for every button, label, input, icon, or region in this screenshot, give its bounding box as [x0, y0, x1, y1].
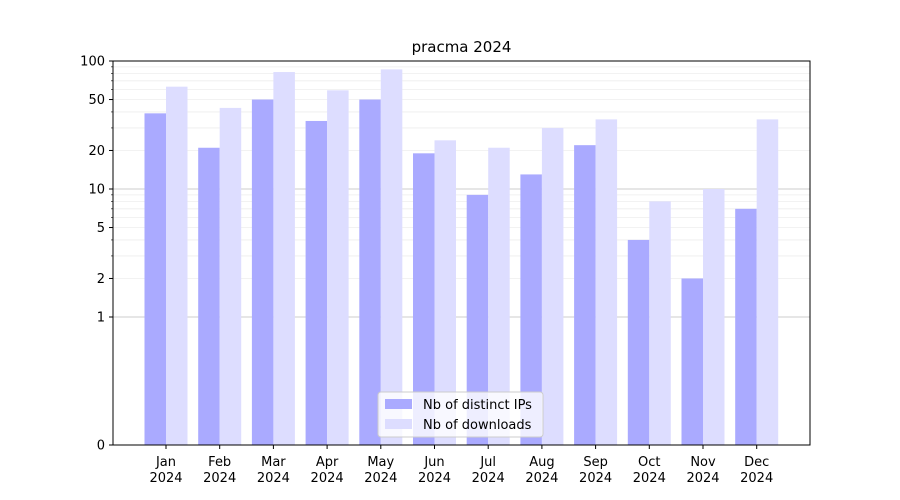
bar-distinct-ips-mar: [251, 99, 274, 446]
x-tick-label-year: 2024: [525, 471, 558, 486]
x-tick-label-year: 2024: [203, 471, 236, 486]
x-tick-label-month: Dec: [744, 455, 769, 470]
y-tick-label: 20: [88, 144, 105, 159]
bar-downloads-aug: [541, 127, 564, 446]
bar-distinct-ips-oct: [627, 239, 650, 445]
y-tick-label: 1: [97, 311, 105, 326]
x-tick-label-month: May: [367, 455, 394, 470]
bar-downloads-jun: [434, 140, 456, 446]
x-tick-label-year: 2024: [149, 471, 182, 486]
bar-downloads-jan: [166, 86, 188, 445]
bar-distinct-ips-apr: [305, 120, 328, 445]
x-tick-label-month: Sep: [583, 455, 608, 470]
bars-layer: [144, 69, 779, 446]
bar-distinct-ips-jun: [413, 153, 435, 446]
x-tick-label-year: 2024: [311, 471, 344, 486]
bar-distinct-ips-feb: [198, 147, 220, 446]
x-tick-label-year: 2024: [472, 471, 505, 486]
bar-downloads-nov: [703, 189, 725, 445]
x-tick-label-month: Apr: [316, 455, 339, 470]
legend-label: Nb of downloads: [423, 418, 532, 433]
y-tick-label: 0: [97, 439, 105, 454]
x-tick-label-year: 2024: [364, 471, 397, 486]
y-tick-label: 100: [80, 55, 105, 70]
bar-distinct-ips-jul: [466, 194, 489, 445]
x-tick-label-month: Jun: [423, 455, 444, 470]
y-tick-label: 2: [97, 272, 105, 287]
x-tick-label-year: 2024: [257, 471, 290, 486]
legend-swatch: [385, 399, 412, 409]
x-tick-label-year: 2024: [740, 471, 773, 486]
bar-downloads-apr: [327, 90, 349, 446]
bar-downloads-sep: [595, 119, 618, 446]
chart-title: pracma 2024: [412, 38, 512, 56]
y-tick-label: 5: [97, 221, 105, 236]
bar-distinct-ips-aug: [520, 174, 542, 445]
x-tick-label-month: Mar: [261, 455, 286, 470]
bar-distinct-ips-jan: [144, 113, 166, 446]
y-tick-label: 10: [88, 183, 105, 198]
plot-frame: [112, 60, 811, 446]
axes-layer: 0125102050100Jan2024Feb2024Mar2024Apr202…: [80, 55, 811, 486]
bar-downloads-feb: [219, 107, 242, 445]
bar-distinct-ips-dec: [735, 208, 757, 445]
y-tick-label: 50: [88, 93, 105, 108]
bar-distinct-ips-sep: [574, 145, 596, 445]
bar-downloads-jul: [488, 147, 510, 446]
x-tick-label-year: 2024: [418, 471, 451, 486]
legend-swatch: [385, 419, 412, 429]
x-tick-label-month: Jan: [155, 455, 176, 470]
bar-downloads-mar: [273, 72, 295, 445]
x-tick-label-month: Aug: [529, 455, 554, 470]
x-tick-label-month: Nov: [690, 455, 716, 470]
x-tick-label-month: Oct: [638, 455, 660, 470]
bar-distinct-ips-may: [359, 99, 381, 446]
bar-downloads-may: [380, 69, 403, 445]
x-tick-label-year: 2024: [633, 471, 666, 486]
bar-downloads-dec: [756, 119, 779, 446]
legend-box: [377, 391, 544, 438]
bar-downloads-oct: [649, 201, 671, 445]
legend-label: Nb of distinct IPs: [423, 398, 532, 413]
x-tick-label-year: 2024: [686, 471, 719, 486]
x-tick-label-month: Feb: [208, 455, 231, 470]
legend: Nb of distinct IPs Nb of downloads: [377, 391, 544, 438]
x-tick-label-year: 2024: [579, 471, 612, 486]
x-tick-label-month: Jul: [479, 455, 496, 470]
bar-distinct-ips-nov: [681, 278, 703, 445]
